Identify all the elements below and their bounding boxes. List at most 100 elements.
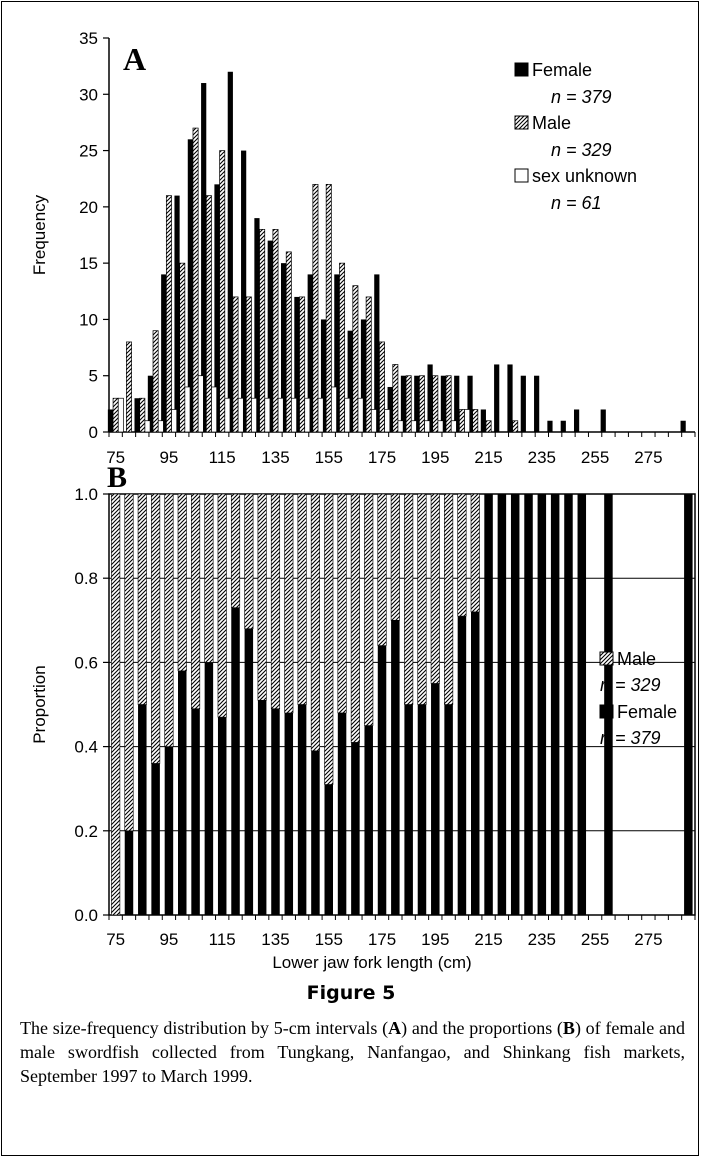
panel-a-female-bar [547, 420, 553, 432]
panel-a-unknown-bar [277, 397, 284, 433]
panel-b-y-tick-label: 0.6 [74, 653, 98, 672]
panel-a-y-label: Frequency [30, 194, 49, 275]
panel-a-label: A [123, 41, 146, 77]
caption-text-3: ) of female and male swordfish collected… [20, 1018, 685, 1086]
panel-a-female-bar [294, 296, 300, 432]
panel-b-y-tick-label: 1.0 [74, 485, 98, 504]
panel-b-female-bar [524, 494, 533, 915]
panel-b-female-bar [178, 670, 187, 915]
panel-b-y-tick-label: 0.2 [74, 822, 98, 841]
panel-b-female-bar [444, 704, 453, 915]
panel-b-female-bar [510, 494, 520, 915]
panel-a-y-tick-label: 20 [79, 198, 98, 217]
panel-a-female-bar [534, 375, 540, 432]
panel-b-female-bar [297, 704, 307, 915]
panel-a-chart: 0 5 10 15 20 25 30 35 75 95 115 135 155 175 195 215 235 2… [30, 29, 696, 467]
panel-b-female-bar [257, 700, 267, 915]
figure-title: Figure 5 [306, 982, 396, 1004]
panel-b-female-bar [151, 763, 160, 915]
panel-a-female-bar [161, 274, 167, 432]
panel-b-y-tick-label: 0.0 [74, 906, 98, 925]
panel-a-legend-swatch [514, 168, 529, 183]
panel-a-x-tick-label: 75 [106, 448, 125, 467]
figure-caption: The size-frequency distribution by 5-cm … [20, 1016, 685, 1088]
panel-b-male-bar [217, 493, 227, 718]
panel-b-female-bar [457, 616, 467, 915]
panel-a-female-bar [494, 364, 500, 432]
panel-b-legend-n: n = 379 [600, 728, 661, 748]
panel-b-female-bar [497, 494, 507, 915]
panel-a-unknown-bar [304, 397, 311, 433]
panel-b-legend-n: n = 329 [600, 675, 661, 695]
panel-a-male-bar [405, 375, 412, 433]
panel-a-unknown-bar [370, 409, 377, 433]
panel-a-unknown-bar [317, 397, 324, 433]
panel-b-male-bar [270, 493, 281, 710]
panel-a-unknown-bar [397, 420, 404, 433]
panel-b-male-bar [377, 493, 387, 646]
panel-a-male-bar [392, 364, 399, 433]
panel-a-male-bar [126, 341, 132, 433]
panel-b-female-bar [244, 628, 254, 915]
panel-a-female-bar [187, 139, 193, 433]
panel-b-female-bar [271, 708, 280, 915]
panel-b-female-bar [311, 750, 320, 915]
panel-b-female-bar [684, 494, 693, 915]
panel-b-male-bar [151, 493, 161, 764]
panel-a-y-tick-label: 10 [79, 310, 98, 329]
panel-b-female-bar [164, 746, 174, 915]
panel-b-male-bar [390, 493, 400, 621]
panel-a-female-bar [214, 184, 220, 432]
panel-b-x-tick-label: 115 [209, 930, 236, 949]
panel-a-male-bar [232, 296, 239, 433]
panel-a-unknown-bar [117, 397, 124, 433]
panel-b-female-bar [124, 830, 134, 915]
panel-b-chart: 0.0 0.2 0.4 0.6 0.8 1.0 75 95 115 135 155 175 195 215… [30, 461, 696, 972]
panel-a-male-bar [352, 285, 359, 433]
panel-b-male-bar [350, 493, 360, 743]
panel-a-male-bar [205, 195, 212, 433]
panel-b-female-bar [204, 662, 214, 915]
panel-b-y-label: Proportion [30, 665, 49, 743]
panel-b-female-bar [191, 708, 200, 915]
panel-a-y-tick-label: 15 [79, 254, 98, 273]
panel-a-male-bar [512, 420, 519, 433]
panel-b-y-tick-label: 0.4 [74, 738, 98, 757]
panel-b-female-bar [351, 742, 360, 915]
panel-a-female-bar [360, 319, 367, 432]
panel-a-unknown-bar [264, 397, 271, 433]
panel-a-x-tick-label: 115 [209, 448, 236, 467]
panel-a-female-bar [201, 83, 207, 433]
panel-a-unknown-bar [437, 420, 444, 433]
panel-b-male-bar [204, 493, 214, 663]
panel-b-female-bar [564, 494, 573, 915]
panel-a-male-bar [219, 150, 226, 433]
panel-b-male-bar [177, 493, 187, 672]
panel-a-female-bar [427, 364, 433, 432]
panel-a-male-bar [339, 262, 346, 433]
panel-a-x-tick-label: 175 [368, 448, 396, 467]
panel-a-legend-label: Male [532, 113, 571, 133]
panel-b-female-bar [337, 712, 347, 915]
panel-b-male-bar [404, 493, 414, 705]
panel-b-male-bar [111, 493, 121, 916]
panel-a-male-bar [272, 229, 279, 433]
panel-b-x-tick-label: 235 [528, 930, 556, 949]
panel-b-male-bar [457, 493, 467, 617]
panel-b-legend-swatch [599, 704, 614, 719]
panel-a-female-bar [267, 240, 273, 432]
panel-a-unknown-bar [184, 386, 191, 433]
panel-a-male-bar [419, 375, 425, 433]
panel-a-female-bar [347, 330, 353, 432]
panel-a-female-bar [147, 375, 154, 432]
panel-a-unknown-bar [224, 397, 231, 433]
panel-b-legend-label: Male [617, 649, 656, 669]
panel-a-female-bar [334, 274, 340, 432]
panel-a-x-tick-label: 195 [421, 448, 449, 467]
panel-b-male-bar [230, 493, 241, 608]
panel-a-male-bar [299, 296, 306, 433]
panel-a-y-tick-label: 35 [79, 29, 98, 48]
panel-a-female-bar [520, 375, 526, 432]
panel-a-legend-swatch [514, 62, 529, 77]
panel-a-male-bar [458, 409, 465, 433]
